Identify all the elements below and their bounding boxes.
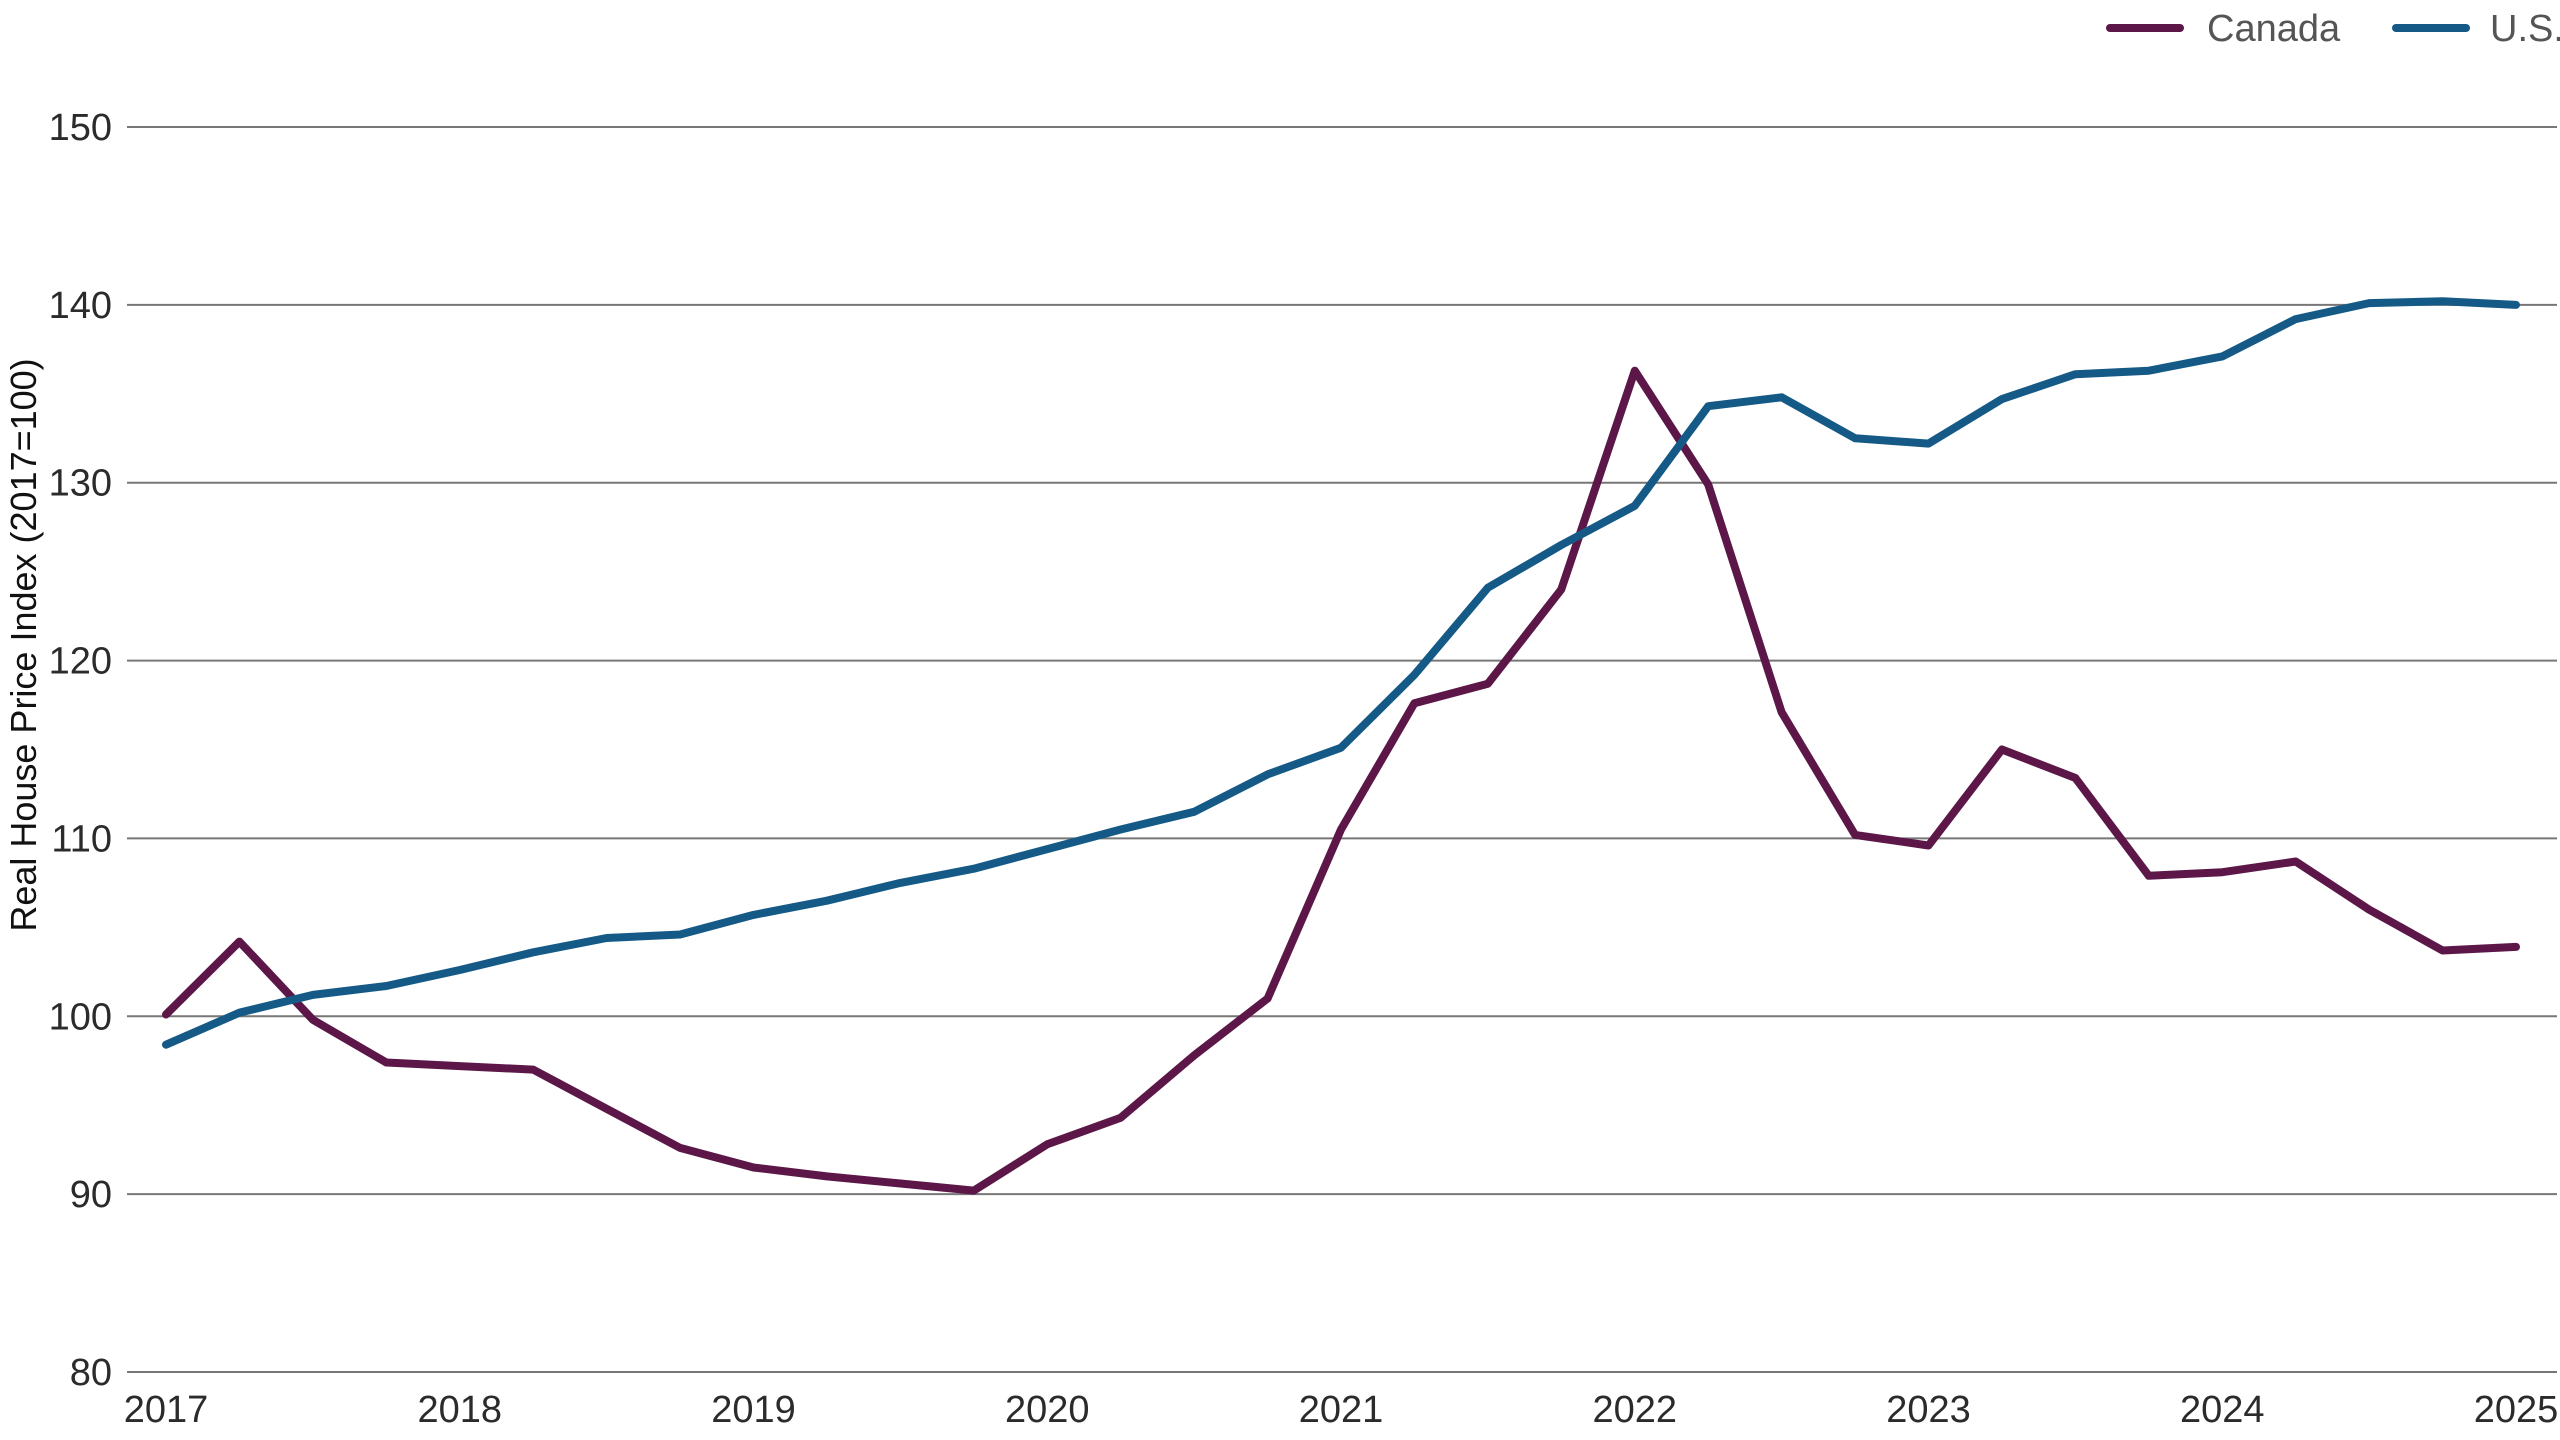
y-axis-tick-labels: 80 90 100 110 120 130 140 150: [49, 107, 112, 1394]
y-axis-title: Real House Price Index (2017=100): [3, 358, 44, 931]
gridlines: [127, 126, 2557, 1373]
x-axis-tick-labels: 2017 2018 2019 2020 2021 2022 2023 2024 2025: [124, 1389, 2559, 1431]
x-tick-label-2019: 2019: [711, 1389, 796, 1431]
x-tick-label-2020: 2020: [1005, 1389, 1090, 1431]
x-tick-label-2022: 2022: [1592, 1389, 1677, 1431]
y-tick-label-80: 80: [70, 1352, 112, 1394]
y-tick-label-110: 110: [51, 818, 112, 860]
series-line-u-s: [162, 297, 2520, 1049]
y-tick-label-130: 130: [49, 463, 112, 505]
y-tick-label-100: 100: [49, 996, 112, 1038]
series-lines: [162, 297, 2520, 1195]
x-tick-label-2024: 2024: [2180, 1389, 2265, 1431]
x-tick-label-2018: 2018: [417, 1389, 502, 1431]
y-tick-label-140: 140: [49, 285, 112, 327]
legend-label-u-s: U.S.: [2490, 8, 2560, 50]
x-tick-label-2017: 2017: [124, 1389, 209, 1431]
y-tick-label-120: 120: [49, 641, 112, 683]
legend: Canada U.S.: [2106, 8, 2560, 50]
x-tick-label-2023: 2023: [1886, 1389, 1971, 1431]
y-tick-label-150: 150: [49, 107, 112, 149]
series-line-canada: [162, 366, 2520, 1195]
x-tick-label-2025: 2025: [2474, 1389, 2559, 1431]
x-tick-label-2021: 2021: [1299, 1389, 1384, 1431]
y-tick-label-90: 90: [70, 1174, 112, 1216]
legend-label-canada: Canada: [2207, 8, 2341, 50]
